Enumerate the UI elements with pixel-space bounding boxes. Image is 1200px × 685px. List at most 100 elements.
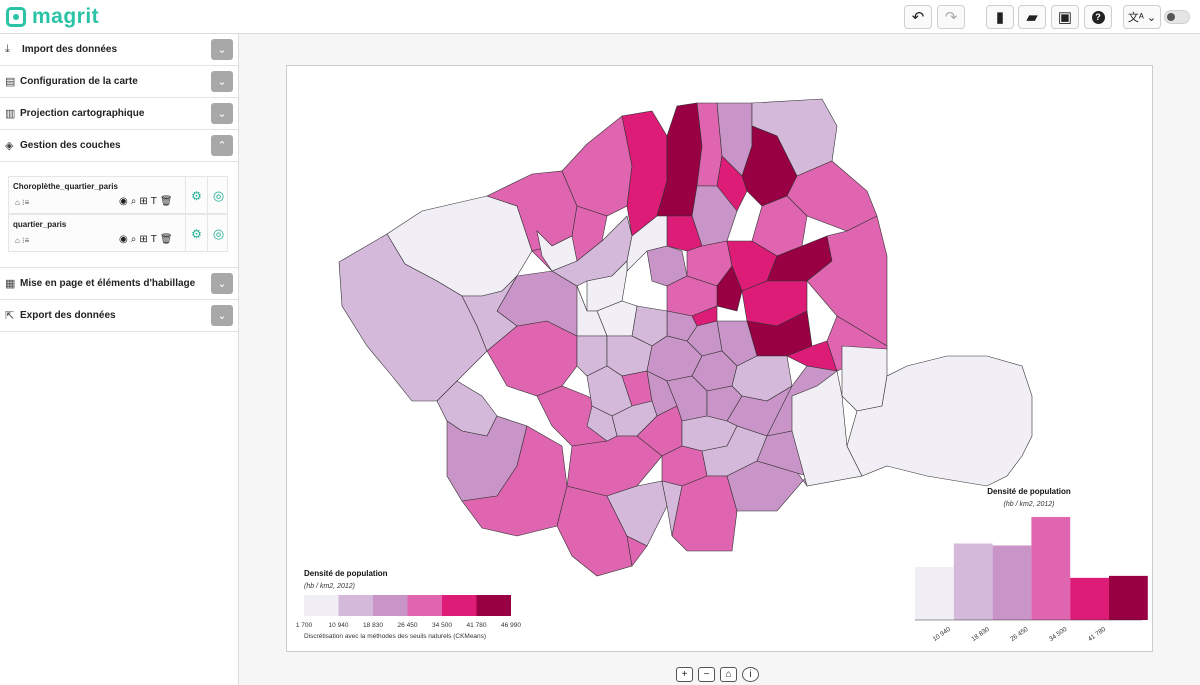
delete-icon[interactable]: 🗑︎ bbox=[159, 196, 173, 207]
layer-list: Choroplèthe_quartier_paris ⌂ ⁝≡ ◉ ⌕ ⊞ T … bbox=[0, 162, 238, 268]
settings-icon[interactable]: ⚙︎ bbox=[185, 177, 207, 214]
district-shape bbox=[716, 155, 748, 212]
table-icon[interactable]: ⊞ bbox=[139, 234, 148, 245]
help-button[interactable]: ? bbox=[1084, 5, 1112, 29]
new-project-button[interactable]: ▮ bbox=[986, 5, 1014, 29]
label-icon[interactable]: T bbox=[150, 234, 157, 245]
open-project-button[interactable]: ▰ bbox=[1018, 5, 1046, 29]
layer-item[interactable]: Choroplèthe_quartier_paris ⌂ ⁝≡ ◉ ⌕ ⊞ T … bbox=[8, 176, 228, 214]
visibility-icon[interactable]: ◉ bbox=[119, 234, 128, 245]
histogram-tick-label: 26 450 bbox=[1009, 626, 1030, 643]
save-project-button[interactable]: ▣ bbox=[1051, 5, 1079, 29]
chevron-down-icon[interactable]: ⌄ bbox=[211, 39, 233, 60]
chevron-up-icon[interactable]: ⌃ bbox=[211, 135, 233, 156]
redo-button[interactable]: ↷ bbox=[937, 5, 965, 29]
target-icon[interactable]: ◎ bbox=[207, 177, 229, 214]
legend-swatch bbox=[304, 595, 339, 616]
map-area: Densité de population (hb / km2, 2012) 1… bbox=[240, 34, 1200, 685]
layer-name: Choroplèthe_quartier_paris bbox=[13, 182, 118, 191]
legend-note: Discrétisation avec la méthodes des seui… bbox=[304, 633, 486, 640]
theme-toggle[interactable] bbox=[1164, 10, 1190, 24]
chevron-down-icon[interactable]: ⌄ bbox=[211, 305, 233, 326]
zoom-out-button[interactable]: − bbox=[698, 667, 715, 682]
folder-open-icon: ▰ bbox=[1026, 9, 1038, 26]
section-label: Mise en page et éléments d'habillage bbox=[20, 278, 196, 289]
section-map-config[interactable]: ▤ Configuration de la carte ⌄ bbox=[0, 66, 238, 98]
translate-icon: 文ᴬ ⌄ bbox=[1127, 12, 1157, 24]
info-icon: i bbox=[749, 669, 752, 680]
legend-title: Densité de population bbox=[304, 569, 388, 578]
district-shape bbox=[716, 265, 743, 312]
section-projection[interactable]: ▥ Projection cartographique ⌄ bbox=[0, 98, 238, 130]
legend-break-label: 34 500 bbox=[432, 622, 452, 629]
section-layers[interactable]: ◈ Gestion des couches ⌃ bbox=[0, 130, 238, 162]
lock-button[interactable]: ⌂ bbox=[720, 667, 737, 682]
section-label: Export des données bbox=[20, 310, 116, 321]
chevron-down-icon[interactable]: ⌄ bbox=[211, 273, 233, 294]
layer-name: quartier_paris bbox=[13, 220, 67, 229]
legend-break-label: 1 700 bbox=[296, 622, 313, 629]
zoom-to-layer-icon[interactable]: ⌕ bbox=[130, 196, 137, 207]
plus-icon: + bbox=[681, 669, 688, 680]
legend-swatch bbox=[373, 595, 408, 616]
chevron-down-icon[interactable]: ⌄ bbox=[211, 103, 233, 124]
layer-tools: ◉ ⌕ ⊞ T 🗑︎ bbox=[119, 234, 173, 245]
save-icon: ▣ bbox=[1057, 9, 1073, 26]
histogram-bar bbox=[953, 543, 993, 620]
map-canvas[interactable]: Densité de population (hb / km2, 2012) 1… bbox=[286, 65, 1153, 652]
district-shape bbox=[461, 425, 568, 537]
section-label: Projection cartographique bbox=[20, 108, 145, 119]
zoom-in-button[interactable]: + bbox=[676, 667, 693, 682]
delete-icon[interactable]: 🗑︎ bbox=[159, 234, 173, 245]
district-shape bbox=[841, 345, 888, 412]
help-icon: ? bbox=[1091, 10, 1105, 24]
legend-swatch bbox=[407, 595, 442, 616]
histogram-bar bbox=[992, 545, 1032, 620]
legend-break-label: 18 830 bbox=[363, 622, 383, 629]
map-config-icon: ▤ bbox=[5, 76, 16, 88]
legend-swatch bbox=[476, 595, 511, 616]
import-icon: ⤓ bbox=[5, 43, 10, 55]
histogram-tick-label: 10 940 bbox=[932, 626, 953, 643]
histogram-tick-label: 41 780 bbox=[1087, 626, 1108, 643]
district-shape bbox=[461, 275, 518, 352]
histogram-tick-label: 34 500 bbox=[1048, 626, 1069, 643]
layer-item[interactable]: quartier_paris ⌂ ⁝≡ ◉ ⌕ ⊞ T 🗑︎ ⚙︎ ◎ bbox=[8, 214, 228, 252]
section-layout[interactable]: ▦ Mise en page et éléments d'habillage ⌄ bbox=[0, 268, 238, 300]
histogram-bar bbox=[1031, 517, 1071, 620]
target-icon[interactable]: ◎ bbox=[207, 215, 229, 252]
section-import[interactable]: ⤓ Import des données ⌄ bbox=[0, 34, 238, 66]
section-label: Gestion des couches bbox=[20, 140, 121, 151]
legend-break-label: 26 450 bbox=[398, 622, 418, 629]
histogram-subtitle: (hb / km2, 2012) bbox=[1004, 501, 1055, 508]
histogram-bar bbox=[1070, 577, 1109, 620]
undo-button[interactable]: ↶ bbox=[904, 5, 932, 29]
choropleth-layer bbox=[338, 98, 1033, 577]
lock-icon: ⌂ bbox=[725, 669, 732, 680]
histogram-bar bbox=[915, 567, 954, 620]
section-label: Configuration de la carte bbox=[20, 76, 138, 87]
export-icon: ⇱ bbox=[5, 310, 15, 322]
settings-icon[interactable]: ⚙︎ bbox=[185, 215, 207, 252]
district-shape bbox=[626, 215, 668, 272]
redo-icon: ↷ bbox=[944, 9, 958, 26]
label-icon[interactable]: T bbox=[150, 196, 157, 207]
visibility-icon[interactable]: ◉ bbox=[119, 196, 128, 207]
histogram-bar bbox=[1109, 575, 1148, 620]
legend-break-label: 41 780 bbox=[467, 622, 487, 629]
table-icon[interactable]: ⊞ bbox=[139, 196, 148, 207]
zoom-to-layer-icon[interactable]: ⌕ bbox=[130, 234, 137, 245]
undo-icon: ↶ bbox=[911, 9, 925, 26]
district-shape bbox=[626, 535, 648, 567]
histogram-tick-label: 18 830 bbox=[970, 626, 991, 643]
layers-icon: ◈ bbox=[5, 140, 14, 152]
layer-tools: ◉ ⌕ ⊞ T 🗑︎ bbox=[119, 196, 173, 207]
info-button[interactable]: i bbox=[742, 667, 759, 682]
legend-break-label: 46 990 bbox=[501, 622, 521, 629]
chevron-down-icon[interactable]: ⌄ bbox=[211, 71, 233, 92]
choropleth-legend: Densité de population (hb / km2, 2012) 1… bbox=[296, 569, 521, 640]
top-toolbar: magrit ↶ ↷ ▮ ▰ ▣ ? 文ᴬ ⌄ bbox=[0, 0, 1200, 34]
section-export[interactable]: ⇱ Export des données ⌄ bbox=[0, 300, 238, 332]
district-shape bbox=[586, 405, 618, 442]
language-button[interactable]: 文ᴬ ⌄ bbox=[1123, 5, 1161, 29]
